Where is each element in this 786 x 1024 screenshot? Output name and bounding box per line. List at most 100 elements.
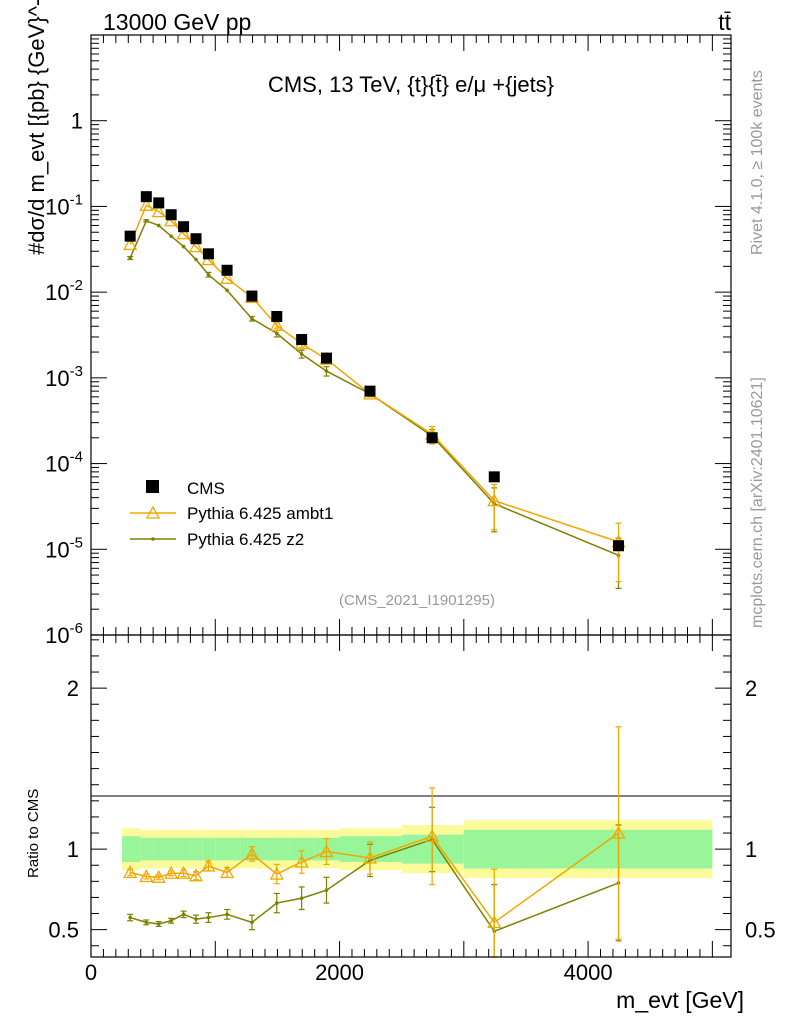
band-inner bbox=[264, 837, 290, 861]
point-ambt1 bbox=[123, 237, 138, 251]
point-z2 bbox=[128, 256, 132, 260]
band-inner bbox=[122, 836, 141, 863]
point-z2 bbox=[274, 331, 279, 336]
ratio-tick-label: 2 bbox=[67, 676, 79, 701]
ratio-tick-label: 1 bbox=[67, 837, 79, 862]
process-label: tt̄ bbox=[718, 9, 731, 35]
band-inner bbox=[140, 837, 154, 861]
band-inner bbox=[525, 829, 713, 869]
point-cms bbox=[202, 248, 214, 260]
point-cms bbox=[364, 385, 376, 397]
ratio-tick-label-right: 2 bbox=[745, 676, 757, 701]
point-cms bbox=[190, 233, 202, 245]
ratio-point-ambt1 bbox=[294, 854, 309, 868]
ratio-point-ambt1 bbox=[219, 865, 235, 879]
ratio-point-ambt1 bbox=[151, 869, 166, 883]
point-z2 bbox=[144, 218, 149, 223]
band-inner bbox=[165, 837, 178, 861]
ratio-panel: 0.5 0.5 1 1 2 2 Ratio to CMS bbox=[25, 634, 776, 958]
point-z2 bbox=[206, 272, 211, 277]
point-z2 bbox=[324, 369, 329, 373]
ratio-point-ambt1 bbox=[123, 865, 138, 879]
ratio-tick-label-right: 1 bbox=[745, 837, 757, 862]
ratio-series-group bbox=[123, 726, 626, 958]
y-tick-label: 10-4 bbox=[45, 449, 83, 477]
point-cms bbox=[178, 221, 190, 233]
ratio-point-z2 bbox=[169, 918, 173, 923]
y-tick-label: 10-3 bbox=[45, 363, 83, 391]
y-axis-label-text: #dσ/d m_evt [{pb} {GeV}^-1] bbox=[24, 0, 49, 255]
ratio-line-ambt1 bbox=[129, 832, 619, 924]
point-ambt1 bbox=[151, 204, 166, 218]
ratio-y-label: Ratio to CMS bbox=[25, 789, 42, 878]
ratio-point-z2 bbox=[181, 912, 186, 917]
ratio-frame bbox=[90, 634, 732, 958]
y-tick-label: 10-6 bbox=[45, 620, 83, 648]
source-label: mcplots.cern.ch [arXiv:2401.10621] bbox=[749, 377, 766, 628]
band-inner bbox=[153, 837, 166, 861]
beam-label: 13000 GeV pp bbox=[103, 9, 251, 35]
point-cms bbox=[320, 352, 332, 364]
legend-marker-cms bbox=[146, 480, 159, 493]
ratio-point-ambt1 bbox=[487, 915, 502, 929]
band-inner bbox=[463, 829, 526, 869]
point-cms bbox=[426, 432, 438, 444]
x-tick-label: 4000 bbox=[564, 960, 613, 985]
x-axis-label: m_evt [GeV] bbox=[616, 987, 744, 1013]
main-series-group bbox=[123, 191, 626, 589]
ratio-point-z2 bbox=[274, 901, 279, 905]
point-cms bbox=[124, 230, 136, 242]
point-cms bbox=[271, 310, 283, 322]
legend-marker-z2 bbox=[151, 537, 155, 541]
y-axis-label: #dσ/d m_evt [{pb} {GeV}^-1] bbox=[24, 0, 49, 255]
band-inner bbox=[215, 837, 241, 861]
point-ambt1 bbox=[219, 270, 235, 284]
main-panel: CMS, 13 TeV, {t}{t̄} e/μ +{jets} (CMS_20… bbox=[45, 34, 732, 648]
point-z2 bbox=[156, 223, 161, 228]
point-cms bbox=[140, 191, 152, 203]
point-z2 bbox=[250, 316, 254, 321]
ratio-tick-label-right: 0.5 bbox=[745, 918, 776, 943]
y-tick-label: 10-1 bbox=[45, 191, 83, 219]
band-inner bbox=[190, 837, 203, 861]
point-z2 bbox=[181, 244, 186, 249]
point-ambt1 bbox=[188, 239, 204, 253]
ratio-point-ambt1 bbox=[188, 868, 204, 882]
ratio-point-z2 bbox=[156, 922, 161, 926]
y-tick-label: 1 bbox=[71, 109, 83, 134]
legend-label-z2: Pythia 6.425 z2 bbox=[187, 530, 304, 549]
ratio-point-ambt1 bbox=[362, 850, 378, 864]
chart-title: CMS, 13 TeV, {t}{t̄} e/μ +{jets} bbox=[268, 72, 554, 97]
ratio-point-z2 bbox=[324, 888, 329, 892]
legend-label-ambt1: Pythia 6.425 ambt1 bbox=[187, 504, 333, 523]
y-tick-label: 10-2 bbox=[45, 277, 83, 305]
rivet-label: Rivet 4.1.0, ≥ 100k events bbox=[749, 70, 766, 255]
ratio-point-ambt1 bbox=[139, 869, 154, 883]
ratio-point-z2 bbox=[225, 912, 229, 917]
ratio-uncertainty-bands bbox=[122, 820, 713, 879]
point-ambt1 bbox=[487, 493, 502, 507]
ratio-point-ambt1 bbox=[244, 846, 260, 860]
point-z2 bbox=[194, 257, 198, 262]
point-ambt1 bbox=[164, 213, 179, 227]
x-axis-tick-labels: 0 2000 4000 bbox=[85, 960, 613, 985]
ratio-point-ambt1 bbox=[201, 858, 216, 872]
point-cms bbox=[153, 197, 165, 209]
ratio-point-z2 bbox=[206, 915, 211, 920]
main-axis-ticks: 10-6 10-5 10-4 10-3 10-2 10-1 1 bbox=[45, 35, 731, 648]
point-z2 bbox=[169, 234, 173, 238]
ratio-tick-label: 0.5 bbox=[48, 918, 79, 943]
point-z2 bbox=[299, 352, 304, 356]
point-cms bbox=[613, 540, 625, 552]
y-tick-label: 10-5 bbox=[45, 534, 83, 562]
ratio-point-ambt1 bbox=[611, 825, 626, 839]
band-inner bbox=[289, 837, 315, 861]
ratio-point-ambt1 bbox=[164, 865, 179, 879]
legend-marker-ambt1 bbox=[145, 505, 161, 519]
ratio-point-ambt1 bbox=[319, 844, 334, 858]
ratio-point-z2 bbox=[144, 920, 149, 925]
point-cms bbox=[488, 471, 500, 483]
ratio-point-z2 bbox=[128, 915, 132, 920]
ratio-point-z2 bbox=[250, 920, 254, 925]
